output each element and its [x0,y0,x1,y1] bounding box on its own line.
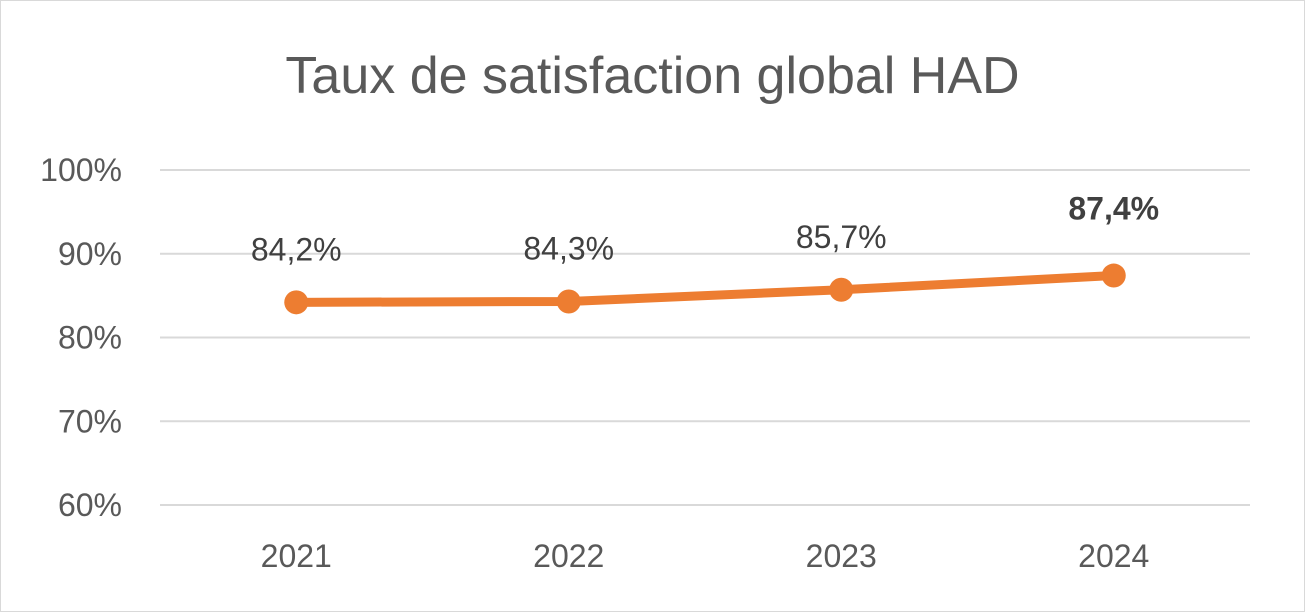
data-labels: 84,2% 84,3% 85,7% 87,4% [251,191,1159,268]
data-point [829,277,854,302]
x-axis-tick-labels: 2021 2022 2023 2024 [261,538,1150,574]
data-label: 85,7% [796,219,887,255]
gridlines [160,169,1250,506]
data-points [284,263,1126,315]
x-tick-label: 2024 [1078,538,1149,574]
x-tick-label: 2022 [533,538,604,574]
data-label: 84,2% [251,231,342,267]
x-tick-label: 2023 [806,538,877,574]
data-point [284,290,309,315]
y-axis-tick-labels: 60% 70% 80% 90% 100% [40,152,122,523]
data-point [1101,263,1126,288]
x-tick-label: 2021 [261,538,332,574]
data-point [556,289,581,314]
y-tick-label: 90% [58,236,122,272]
y-tick-label: 60% [58,487,122,523]
series-line-group [291,271,1119,307]
chart-title: Taux de satisfaction global HAD [285,47,1020,105]
y-tick-label: 80% [58,320,122,356]
series-line [291,271,1119,307]
data-label: 84,3% [523,230,614,266]
y-tick-label: 100% [40,152,122,188]
y-tick-label: 70% [58,403,122,439]
data-label: 87,4% [1068,191,1159,227]
